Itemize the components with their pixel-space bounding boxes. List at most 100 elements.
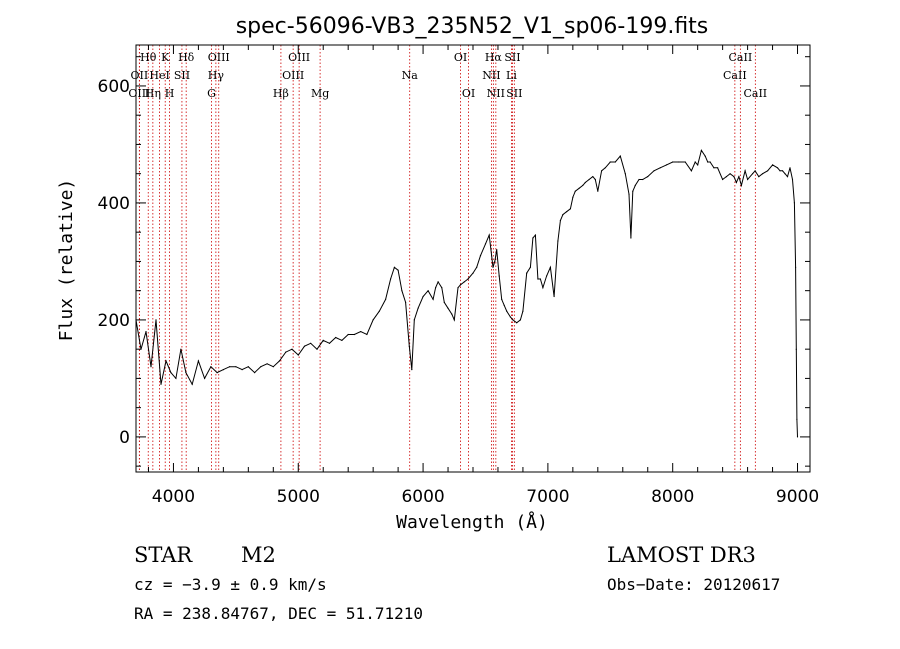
- line-marker-label-8: Hδ: [178, 51, 195, 64]
- y-tick-label-600: 600: [98, 77, 130, 97]
- data-point-52: [422, 295, 424, 298]
- y-tick-label-400: 400: [98, 194, 130, 214]
- data-point-95: [562, 214, 564, 216]
- line-marker-label-0: Hθ: [140, 51, 157, 64]
- data-point-83: [526, 272, 528, 274]
- data-point-102: [584, 181, 586, 184]
- data-point-88: [539, 278, 542, 280]
- data-point-31: [316, 348, 318, 350]
- data-point-142: [744, 170, 746, 172]
- data-point-27: [291, 348, 293, 350]
- data-point-49: [411, 369, 413, 371]
- line-marker-label-3: K: [161, 51, 170, 64]
- data-point-12: [197, 360, 199, 362]
- data-point-116: [634, 184, 636, 186]
- line-marker-label-4: HeI: [149, 69, 169, 82]
- data-point-34: [335, 336, 337, 339]
- data-point-47: [405, 301, 407, 303]
- data-point-51: [417, 307, 419, 309]
- data-point-137: [729, 173, 731, 175]
- data-point-74: [498, 275, 500, 277]
- data-point-2: [145, 331, 147, 333]
- data-point-144: [752, 173, 754, 175]
- data-point-145: [754, 170, 756, 172]
- line-marker-label-22: SII: [504, 51, 520, 64]
- line-marker-labels: Hθ OII OIII K HeI Hη SII H Hδ OIII Hγ G Hβ OIII OIII Mg…: [128, 51, 767, 100]
- data-point-24: [272, 366, 274, 368]
- data-point-79: [512, 319, 514, 321]
- line-marker-label-26: CaII: [723, 69, 747, 82]
- data-point-39: [366, 333, 368, 336]
- line-marker-label-15: Mg: [311, 87, 329, 100]
- data-point-151: [779, 170, 781, 172]
- data-point-127: [694, 161, 696, 163]
- data-point-104: [592, 176, 594, 178]
- data-point-160: [796, 418, 798, 420]
- data-point-154: [786, 176, 789, 178]
- data-point-100: [578, 187, 580, 189]
- data-point-117: [638, 178, 640, 181]
- line-markers: [138, 45, 756, 472]
- data-point-38: [360, 331, 362, 333]
- data-point-141: [740, 184, 743, 186]
- line-marker-label-20: NII: [482, 69, 500, 82]
- data-point-66: [472, 272, 474, 274]
- y-tick-label-0: 0: [119, 428, 130, 448]
- data-point-55: [435, 287, 437, 289]
- data-point-44: [393, 266, 395, 268]
- data-point-156: [791, 178, 794, 181]
- x-tick-label-9000: 9000: [776, 487, 819, 507]
- data-point-43: [390, 278, 392, 280]
- line-marker-label-5: Hη: [145, 87, 161, 100]
- line-marker-label-14: OIII: [282, 69, 304, 82]
- data-point-115: [632, 190, 634, 192]
- data-point-91: [549, 266, 552, 268]
- line-marker-label-6: SII: [174, 69, 190, 82]
- x-axis-ticks: 4000 5000 6000 7000 8000 9000: [147, 45, 819, 507]
- data-point-48: [408, 345, 410, 347]
- redshift-info: cz = −3.9 ± 0.9 km/s: [134, 575, 327, 594]
- data-point-136: [725, 176, 728, 178]
- data-point-18: [235, 366, 237, 368]
- data-point-42: [385, 298, 387, 300]
- data-point-37: [353, 333, 355, 336]
- line-marker-label-11: G: [207, 87, 216, 100]
- data-point-5: [160, 383, 162, 385]
- data-point-92: [553, 295, 555, 298]
- data-point-99: [574, 190, 576, 192]
- data-point-133: [713, 167, 715, 169]
- data-point-3: [150, 366, 152, 368]
- data-point-21: [254, 372, 256, 374]
- data-point-114: [630, 237, 632, 239]
- data-point-126: [690, 170, 693, 172]
- data-point-90: [546, 275, 548, 277]
- data-point-56: [437, 281, 439, 283]
- data-point-143: [747, 178, 749, 181]
- data-point-63: [459, 284, 462, 286]
- data-point-85: [532, 237, 534, 239]
- data-point-123: [672, 161, 674, 163]
- data-point-32: [322, 339, 324, 341]
- data-point-81: [519, 319, 522, 321]
- line-marker-label-13: OIII: [288, 51, 310, 64]
- line-marker-label-12: Hβ: [273, 87, 289, 100]
- data-point-7: [170, 372, 172, 374]
- data-point-139: [735, 181, 738, 184]
- data-point-22: [260, 366, 262, 368]
- data-point-112: [624, 173, 626, 175]
- line-marker-label-18: OI: [462, 87, 475, 100]
- data-point-68: [479, 255, 482, 257]
- data-point-97: [569, 208, 572, 210]
- data-point-58: [443, 301, 445, 303]
- data-point-109: [609, 161, 611, 163]
- line-marker-label-2: OIII: [128, 87, 150, 100]
- data-point-148: [767, 170, 769, 172]
- line-marker-label-16: Na: [402, 69, 419, 82]
- data-point-84: [529, 266, 532, 268]
- data-point-111: [619, 155, 621, 157]
- line-marker-label-27: CaII: [743, 87, 767, 100]
- data-point-161: [796, 436, 799, 438]
- data-point-103: [588, 178, 590, 181]
- data-point-36: [347, 333, 349, 336]
